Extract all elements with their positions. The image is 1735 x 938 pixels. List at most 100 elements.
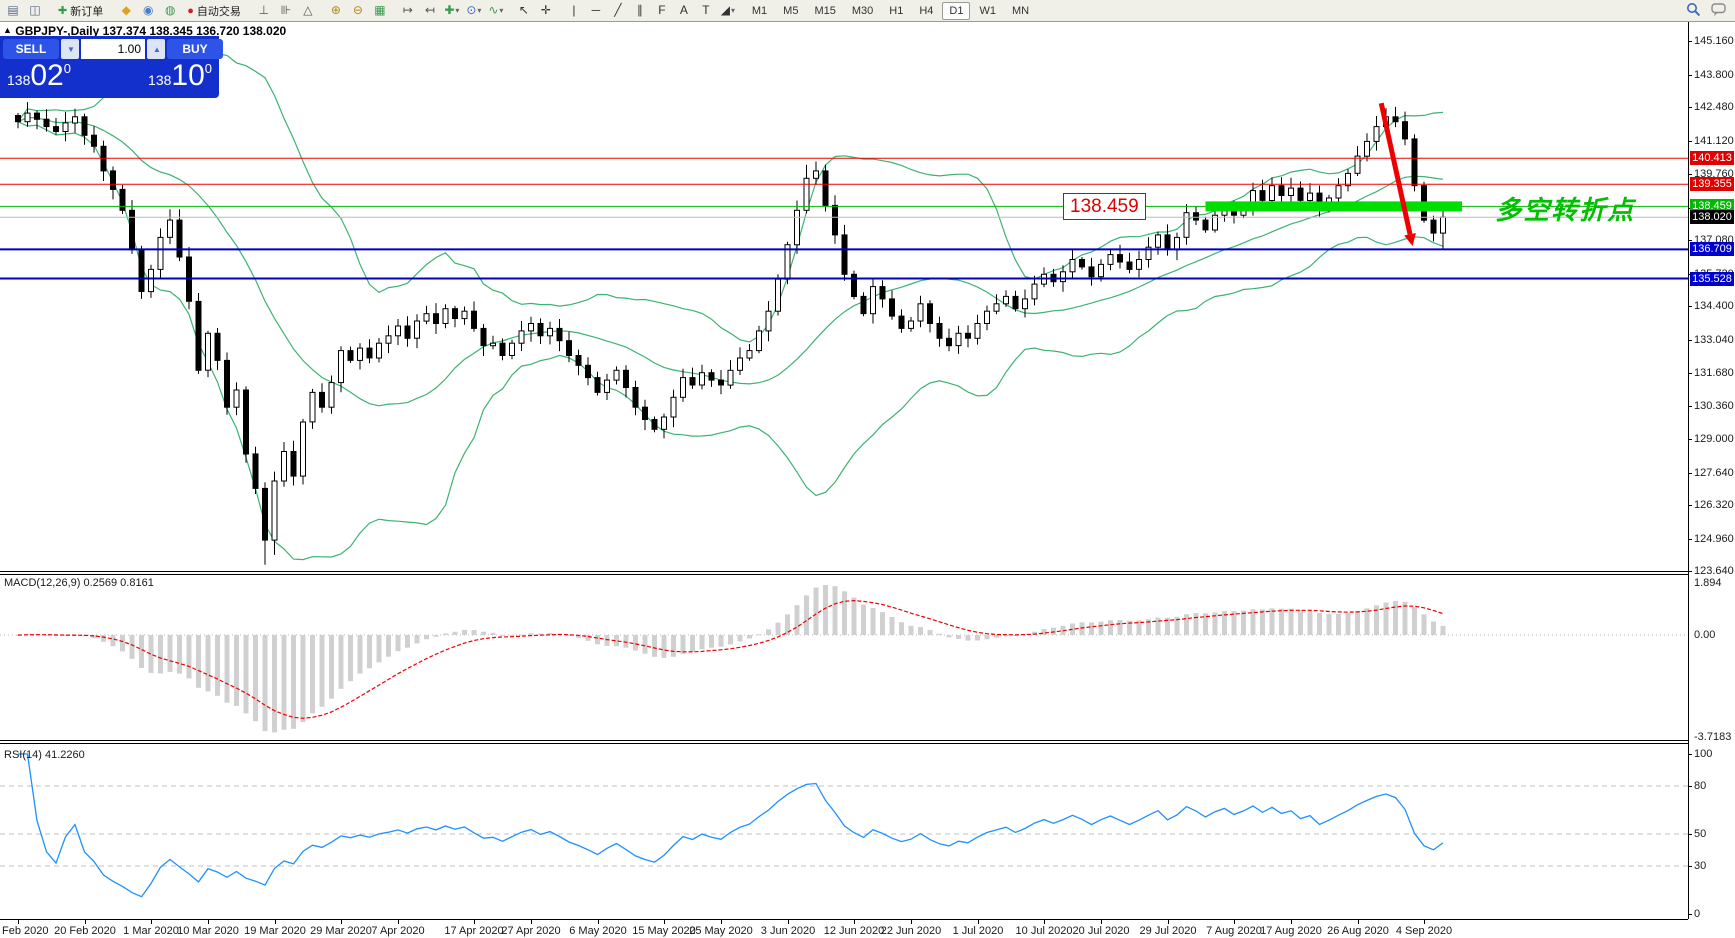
timeframe-m15[interactable]: M15	[814, 4, 836, 17]
navigator-icon[interactable]: ◉	[137, 0, 159, 20]
volume-input[interactable]	[81, 39, 145, 59]
trendline-icon[interactable]: ╱	[607, 0, 629, 20]
macd-axis-label: -3.7183	[1694, 731, 1732, 743]
price-tickmark	[1688, 539, 1692, 540]
price-tickmark	[1688, 75, 1692, 76]
equidistant-channel-icon[interactable]: ∥	[629, 0, 651, 20]
period-icon[interactable]: ⊙ ▾	[463, 0, 485, 20]
market-watch-icon[interactable]: ◆	[115, 0, 137, 20]
fibonacci-icon[interactable]: F	[651, 0, 673, 20]
line-chart-icon[interactable]: △	[297, 0, 319, 20]
price-tickmark	[1688, 240, 1692, 241]
price-badge: 135.528	[1690, 272, 1734, 286]
date-tick-label: 29 Jul 2020	[1139, 925, 1197, 937]
price-badge: 138.020	[1690, 210, 1734, 224]
chat-icon[interactable]	[1711, 2, 1727, 17]
template-icon[interactable]: ∿ ▾	[485, 0, 507, 20]
tile-windows-icon[interactable]: ▦	[369, 0, 391, 20]
new-order-button[interactable]: ✚ 新订单	[52, 1, 109, 21]
chart-shift-icon[interactable]: ↤	[419, 0, 441, 20]
buy-button[interactable]: BUY	[167, 39, 223, 59]
sell-price[interactable]: 138 02 0	[7, 59, 71, 92]
chart-window-icon: ▤	[7, 3, 19, 17]
timeframe-d1[interactable]: D1	[942, 1, 971, 20]
price-axis-border	[1688, 22, 1689, 919]
zoom-out-icon[interactable]: ⊖	[347, 0, 369, 20]
pane-separator[interactable]	[0, 740, 1688, 744]
dropdown-caret-icon[interactable]: ▾	[455, 5, 460, 15]
rsi-pane[interactable]	[0, 744, 1689, 919]
horizontal-line-icon: ─	[591, 3, 601, 17]
symbol-period-label: GBPJPY-,Daily	[15, 24, 100, 38]
date-tick-label: 7 Aug 2020	[1206, 925, 1262, 937]
volume-decrease-button[interactable]: ▼	[61, 39, 79, 59]
date-tick-label: 7 Apr 2020	[371, 925, 425, 937]
main-toolbar: ▤ ◫ ✚ 新订单 ◆ ◉ ◍ ● 自动交易 ⊥ ⊪ △ ⊕ ⊖ ▦ ↦ ↤ ✚ ▾ ⊙ ▾ ∿ ▾ ↖ ✛ | ─ ╱ ∥ F A T ◢ ▾ …	[0, 0, 1735, 22]
vertical-line-icon[interactable]: |	[563, 0, 585, 20]
timeframe-m5[interactable]: M5	[783, 4, 799, 17]
rsi-tickmark	[1688, 866, 1692, 867]
text-label-icon[interactable]: T	[695, 0, 717, 20]
new-order-button-label: 新订单	[70, 5, 104, 18]
timeframe-m30[interactable]: M30	[851, 4, 874, 17]
date-tickmark	[275, 920, 276, 924]
price-tick-label: 124.960	[1694, 533, 1734, 545]
horizontal-line-icon[interactable]: ─	[585, 0, 607, 20]
bar-chart-icon: ⊥	[258, 3, 270, 17]
add-indicator-icon: ✚	[444, 3, 455, 17]
dropdown-caret-icon[interactable]: ▾	[730, 5, 735, 15]
date-tick-label: 29 Mar 2020	[310, 925, 372, 937]
bar-chart-icon[interactable]: ⊥	[253, 0, 275, 20]
text-icon[interactable]: A	[673, 0, 695, 20]
price-tickmark	[1688, 373, 1692, 374]
price-chart-pane[interactable]	[0, 22, 1689, 571]
auto-scroll-icon[interactable]: ↦	[397, 0, 419, 20]
timeframe-h4[interactable]: H4	[919, 4, 934, 17]
timeframe-mn[interactable]: MN	[1011, 4, 1030, 17]
price-tick-label: 145.160	[1694, 35, 1734, 47]
candlestick-chart-icon[interactable]: ⊪	[275, 0, 297, 20]
add-indicator-icon[interactable]: ✚ ▾	[441, 0, 463, 20]
fibonacci-icon: F	[658, 3, 666, 17]
ohlc-values: 137.374 138.345 136.720 138.020	[102, 24, 287, 38]
profile-search-icon[interactable]: ◫	[24, 0, 46, 20]
dropdown-caret-icon[interactable]: ▾	[477, 5, 482, 15]
timeframe-h1[interactable]: H1	[889, 4, 904, 17]
template-icon: ∿	[488, 3, 499, 17]
date-tick-label: 22 Jun 2020	[880, 925, 942, 937]
price-tick-label: 129.000	[1694, 433, 1734, 445]
pane-separator[interactable]	[0, 571, 1688, 575]
crosshair-icon[interactable]: ✛	[535, 0, 557, 20]
arrows-icon[interactable]: ◢ ▾	[717, 0, 739, 20]
date-tickmark	[18, 920, 19, 924]
sell-button[interactable]: SELL	[3, 39, 59, 59]
period-icon: ⊙	[466, 3, 477, 17]
date-tick-label: 6 May 2020	[569, 925, 627, 937]
timeframe-m1[interactable]: M1	[751, 4, 768, 17]
search-icon[interactable]	[1686, 2, 1701, 17]
price-tick-label: 130.360	[1694, 400, 1734, 412]
cursor-icon[interactable]: ↖	[513, 0, 535, 20]
macd-pane[interactable]	[0, 575, 1689, 740]
price-tickmark	[1688, 174, 1692, 175]
price-badge: 138.459	[1690, 199, 1734, 213]
volume-increase-button[interactable]: ▲	[147, 39, 165, 59]
zoom-in-icon[interactable]: ⊕	[325, 0, 347, 20]
new-order-button: ✚	[58, 5, 68, 17]
date-tick-label: 4 Sep 2020	[1395, 925, 1453, 937]
rsi-tickmark	[1688, 914, 1692, 915]
terminal-icon[interactable]: ◍	[159, 0, 181, 20]
dropdown-caret-icon[interactable]: ▾	[499, 5, 504, 15]
auto-scroll-icon: ↦	[402, 3, 413, 17]
rsi-axis-label: 100	[1694, 748, 1713, 760]
chart-window-icon[interactable]: ▤	[2, 0, 24, 20]
timeframe-w1[interactable]: W1	[979, 4, 996, 17]
price-badge: 136.709	[1690, 242, 1734, 256]
buy-price[interactable]: 138 10 0	[148, 59, 212, 92]
autotrading-button[interactable]: ● 自动交易	[181, 1, 247, 21]
market-watch-icon: ◆	[121, 3, 131, 17]
date-tick-label: 27 Apr 2020	[501, 925, 561, 937]
